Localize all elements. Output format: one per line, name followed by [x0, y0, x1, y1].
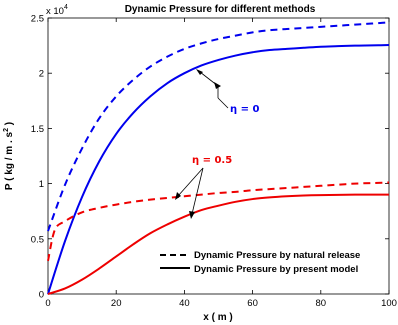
y-tick-label: 1: [39, 179, 44, 190]
annotation-eta05-arrowhead-1: [175, 192, 181, 200]
x-tick-label: 100: [381, 298, 397, 309]
annotation-eta0-label: η = 0: [230, 104, 259, 115]
y-tick-label: 2: [39, 69, 44, 80]
y-multiplier: x 104: [46, 4, 68, 17]
legend: Dynamic Pressure by natural release Dyna…: [160, 250, 360, 275]
y-tick-label: 0: [39, 290, 44, 301]
series-group: [47, 21, 390, 295]
y-axis-label-tail: ): [4, 122, 15, 128]
y-tick-label: 2.5: [31, 14, 44, 25]
annotation-eta05-label: η = 0.5: [192, 155, 232, 166]
y-tick-label: 1.5: [31, 124, 44, 135]
x-tick-label: 20: [111, 298, 122, 309]
series-line-red-dashed: [47, 181, 390, 262]
series-line-red-solid: [47, 193, 389, 295]
annotation-eta05-arrow-2: [191, 167, 204, 215]
series-line-blue-dashed: [47, 21, 390, 232]
x-tick-label: 80: [316, 298, 327, 309]
annotation-eta05: η = 0.5: [175, 155, 232, 219]
ticks: 0 20 40 60 80 100 0 0.5 1 1.5 2 2.5: [31, 14, 397, 310]
y-multiplier-exponent: 4: [64, 4, 68, 11]
annotation-eta0-arrowhead-2: [214, 82, 221, 89]
x-tick-label: 40: [179, 298, 190, 309]
annotation-eta05-arrowhead-2: [189, 211, 195, 219]
annotation-eta0-arrow-3: [217, 97, 229, 109]
legend-label-dashed: Dynamic Pressure by natural release: [194, 250, 360, 261]
annotation-eta05-arrow-1: [177, 167, 204, 197]
annotation-eta0: η = 0: [196, 69, 259, 115]
x-axis-label: x ( m ): [203, 312, 232, 323]
y-axis-label: P ( kg / m . s2 ): [3, 122, 15, 190]
y-tick-label: 0.5: [31, 234, 44, 245]
plot-area: [47, 17, 390, 295]
legend-label-solid: Dynamic Pressure by present model: [194, 264, 358, 275]
x-tick-label: 0: [45, 298, 50, 309]
series-line-blue-solid: [47, 44, 390, 295]
x-tick-label: 60: [247, 298, 258, 309]
annotation-eta0-arrowhead-1: [196, 69, 203, 75]
y-axis-label-sup: 2: [3, 128, 10, 132]
chart-title: Dynamic Pressure for different methods: [125, 4, 316, 15]
